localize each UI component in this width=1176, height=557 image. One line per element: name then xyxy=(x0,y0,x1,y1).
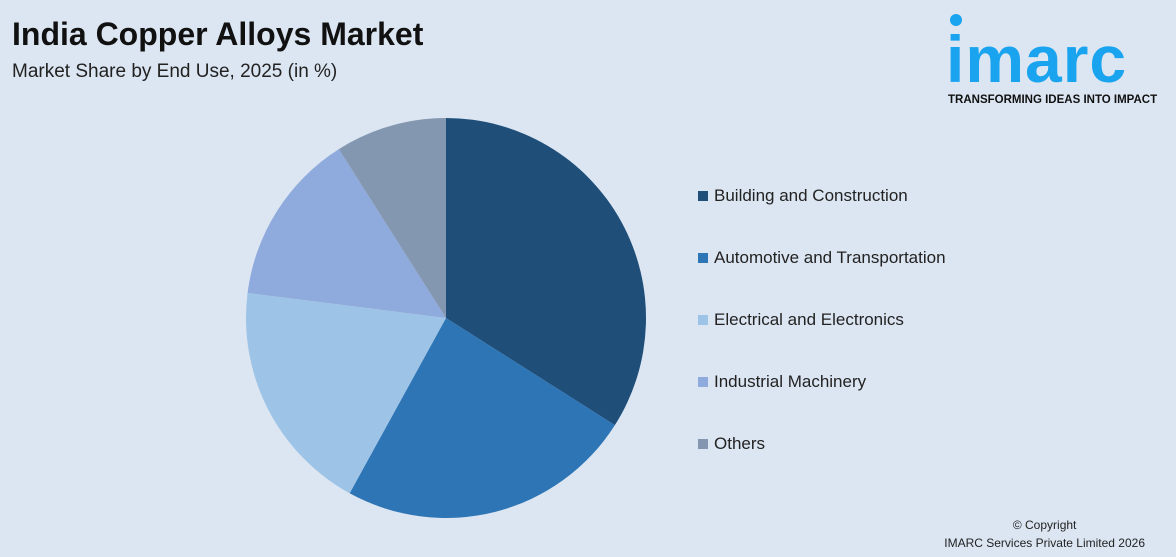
legend: Building and Construction Automotive and … xyxy=(698,186,946,496)
chart-subtitle: Market Share by End Use, 2025 (in %) xyxy=(12,61,338,82)
legend-label: Building and Construction xyxy=(714,186,908,205)
legend-item: Automotive and Transportation xyxy=(698,248,946,310)
legend-swatch xyxy=(698,253,708,263)
legend-label: Others xyxy=(714,434,766,453)
logo-tagline: TRANSFORMING IDEAS INTO IMPACT xyxy=(948,94,1158,106)
legend-label: Industrial Machinery xyxy=(714,372,867,391)
copyright-label: © Copyright xyxy=(1012,518,1077,532)
copyright: © Copyright IMARC Services Private Limit… xyxy=(944,516,1145,552)
legend-swatch xyxy=(698,439,708,449)
legend-swatch xyxy=(698,377,708,387)
pie-slice-automotive-and-transportation xyxy=(349,318,615,518)
logo-wordmark: imarc xyxy=(946,22,1128,96)
pie-slice-others xyxy=(338,118,446,318)
legend-label: Electrical and Electronics xyxy=(714,310,904,329)
legend-label: Automotive and Transportation xyxy=(714,248,946,267)
imarc-logo: imarc TRANSFORMING IDEAS INTO IMPACT xyxy=(946,12,1172,112)
pie-slice-building-and-construction xyxy=(446,118,646,426)
logo-dot xyxy=(950,14,962,26)
legend-item: Building and Construction xyxy=(698,186,946,248)
legend-item: Industrial Machinery xyxy=(698,372,946,434)
legend-swatch xyxy=(698,191,708,201)
pie-slice-industrial-machinery xyxy=(247,149,446,318)
copyright-company: IMARC Services Private Limited 2026 xyxy=(944,536,1145,550)
pie-slice-electrical-and-electronics xyxy=(245,292,446,494)
legend-swatch xyxy=(698,315,708,325)
chart-title: India Copper Alloys Market xyxy=(12,16,424,52)
legend-item: Others xyxy=(698,434,946,496)
legend-item: Electrical and Electronics xyxy=(698,310,946,372)
